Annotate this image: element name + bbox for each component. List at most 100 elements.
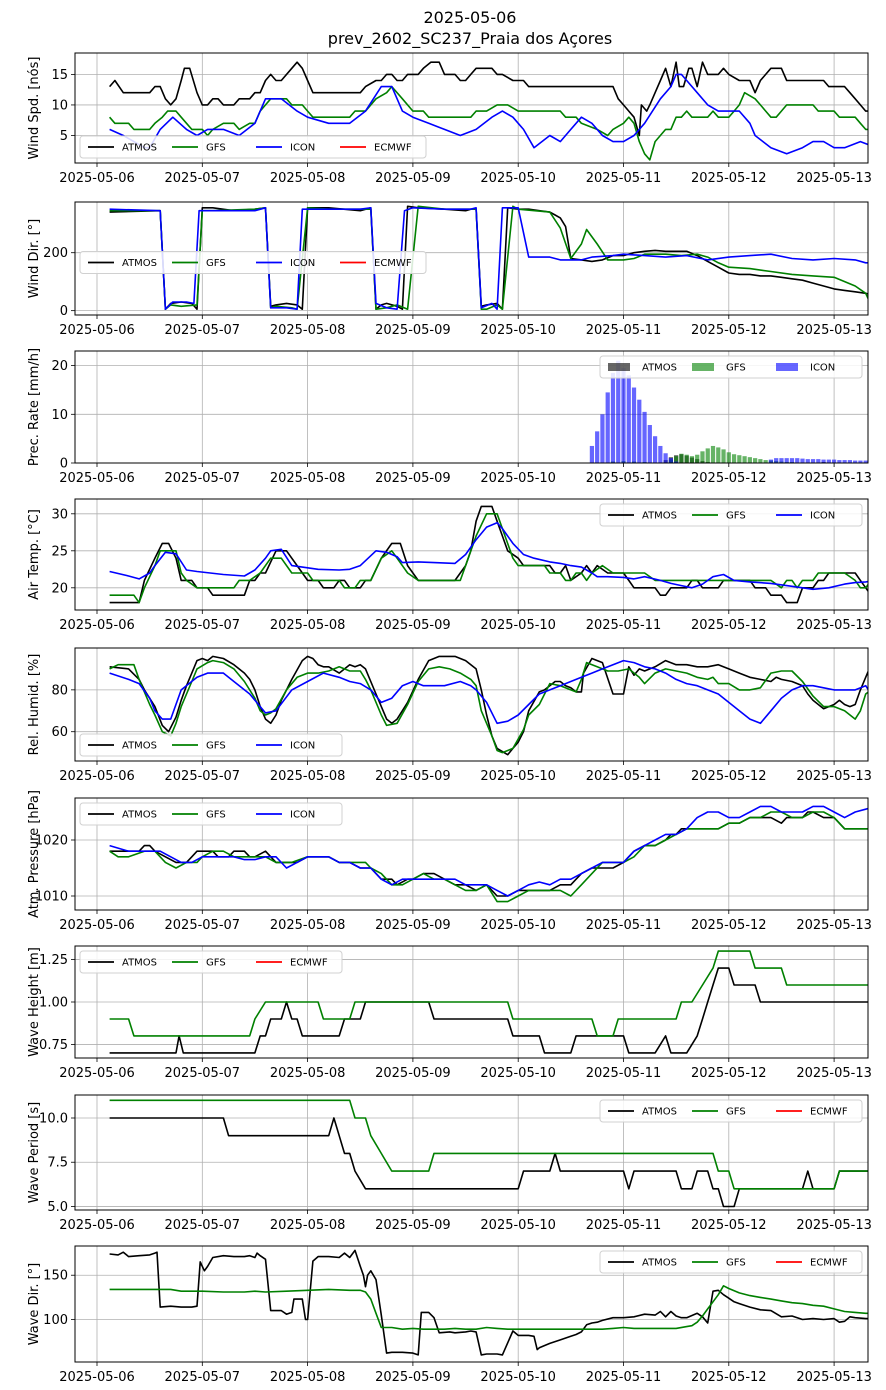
legend: ATMOS GFS ECMWF (599, 1250, 863, 1274)
bar-icon (652, 436, 658, 463)
y-tick-label: 1.00 (39, 996, 68, 1011)
x-tick-label: 2025-05-08 (270, 323, 346, 338)
series-line-atmos (109, 505, 868, 604)
x-tick-label: 2025-05-08 (270, 171, 346, 186)
x-tick-label: 2025-05-13 (796, 471, 872, 486)
x-tick-label: 2025-05-13 (796, 1218, 872, 1233)
bar-icon (853, 460, 858, 463)
axes-frame (74, 797, 869, 911)
legend-label-gfs: GFS (206, 143, 226, 154)
panel-wind-spd-n-s: 2025-05-06 2025-05-07 2025-05-08 2025-05-09… (27, 52, 872, 186)
series-line-gfs (109, 950, 868, 1037)
x-tick-label: 2025-05-08 (270, 769, 346, 784)
x-tick-label: 2025-05-12 (691, 918, 767, 933)
bar-gfs (726, 452, 731, 463)
panel-rel-humid: 2025-05-06 2025-05-07 2025-05-08 2025-05-09… (27, 647, 872, 784)
bar-icon (795, 458, 800, 463)
y-tick-label: 1.25 (39, 953, 68, 968)
bar-icon (663, 453, 668, 463)
x-tick-label: 2025-05-06 (59, 1218, 135, 1233)
bar-icon (589, 445, 595, 463)
bar-gfs (710, 445, 716, 463)
y-axis-label: Atm. Pressure [hPa] (27, 790, 42, 918)
x-tick-label: 2025-05-12 (691, 618, 767, 633)
bar-icon (816, 459, 821, 463)
bar-icon (869, 461, 873, 463)
bar-icon (674, 461, 679, 463)
x-tick-label: 2025-05-11 (586, 171, 662, 186)
x-tick-label: 2025-05-07 (165, 618, 241, 633)
y-tick-label: 200 (43, 246, 68, 261)
x-tick-label: 2025-05-09 (375, 323, 451, 338)
legend-label-gfs: GFS (726, 1107, 746, 1118)
legend-label-gfs: GFS (206, 810, 226, 821)
x-tick-label: 2025-05-13 (796, 323, 872, 338)
y-tick-label: 20 (51, 581, 68, 596)
legend-box (599, 355, 863, 379)
y-axis-label: Wind Spd. [nós] (27, 57, 42, 160)
bar-icon (616, 360, 621, 463)
x-tick-label: 2025-05-13 (796, 769, 872, 784)
legend-label-atmos: ATMOS (122, 741, 157, 752)
series-line-icon (109, 659, 868, 725)
series-line-atmos (109, 967, 868, 1054)
legend-label-atmos: ATMOS (642, 363, 677, 374)
x-tick-label: 2025-05-12 (691, 769, 767, 784)
bar-icon (784, 458, 789, 463)
x-tick-label: 2025-05-08 (270, 1218, 346, 1233)
y-tick-label: 60 (51, 725, 68, 740)
legend-box (79, 135, 427, 159)
x-tick-label: 2025-05-10 (480, 1218, 556, 1233)
bar-icon (800, 458, 805, 463)
y-tick-label: 20 (51, 359, 68, 374)
x-tick-label: 2025-05-08 (270, 618, 346, 633)
series-line-gfs (109, 1099, 868, 1190)
x-tick-label: 2025-05-09 (375, 1218, 451, 1233)
series-line-atmos (109, 1249, 868, 1356)
y-tick-label: 1020 (35, 834, 68, 849)
bar-icon (821, 459, 826, 463)
bar-gfs (753, 458, 758, 463)
bar-icon (595, 431, 600, 463)
bar-icon (858, 460, 863, 463)
panel-prec-rate-mm-h: 2025-05-06 2025-05-07 2025-05-08 2025-05-09… (27, 348, 873, 486)
x-tick-label: 2025-05-11 (586, 918, 662, 933)
y-axis-label: Wave Period [s] (27, 1102, 42, 1203)
x-tick-label: 2025-05-10 (480, 323, 556, 338)
legend: ATMOS GFS ICON (79, 802, 343, 826)
axes-frame (74, 647, 869, 762)
legend: ATMOS GFS ICON (79, 733, 343, 757)
panel-atm-pressure-hpa: 2025-05-06 2025-05-07 2025-05-08 2025-05-09… (27, 790, 872, 933)
x-tick-label: 2025-05-11 (586, 618, 662, 633)
axes-frame (74, 1245, 869, 1363)
legend-label-atmos: ATMOS (122, 958, 157, 969)
x-tick-label: 2025-05-12 (691, 1370, 767, 1385)
bar-icon (831, 459, 837, 463)
bar-icon (605, 392, 610, 463)
y-tick-label: 25 (51, 544, 68, 559)
axes-frame (74, 350, 869, 464)
x-tick-label: 2025-05-11 (586, 471, 662, 486)
y-tick-label: 0 (60, 304, 68, 319)
bar-gfs (758, 459, 763, 463)
legend-label-atmos: ATMOS (122, 143, 157, 154)
y-tick-label: 15 (51, 68, 68, 83)
series-line-gfs (109, 659, 868, 754)
legend: ATMOS GFS ICON (599, 355, 863, 379)
legend-label-icon: ICON (290, 258, 315, 269)
axes-frame (74, 201, 869, 316)
x-tick-label: 2025-05-12 (691, 471, 767, 486)
plot-area (109, 655, 868, 756)
legend: ATMOS GFS ICON (599, 503, 863, 527)
x-tick-label: 2025-05-13 (796, 1370, 872, 1385)
legend-label-atmos: ATMOS (642, 511, 677, 522)
x-tick-label: 2025-05-08 (270, 918, 346, 933)
plot-area (109, 505, 868, 604)
bar-icon (768, 459, 774, 463)
bar-icon (826, 459, 831, 463)
x-tick-label: 2025-05-13 (796, 618, 872, 633)
bar-icon (658, 445, 663, 463)
legend-label-ecmwf: ECMWF (810, 1107, 848, 1118)
x-tick-label: 2025-05-06 (59, 171, 135, 186)
plot-area (109, 205, 868, 311)
